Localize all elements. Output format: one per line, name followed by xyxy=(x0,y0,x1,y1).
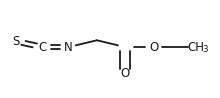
Text: C: C xyxy=(38,41,46,54)
Text: S: S xyxy=(12,35,20,48)
Text: O: O xyxy=(121,67,130,80)
Text: 3: 3 xyxy=(202,45,208,54)
Text: O: O xyxy=(149,41,158,54)
Text: CH: CH xyxy=(188,41,205,54)
Text: N: N xyxy=(64,41,73,54)
